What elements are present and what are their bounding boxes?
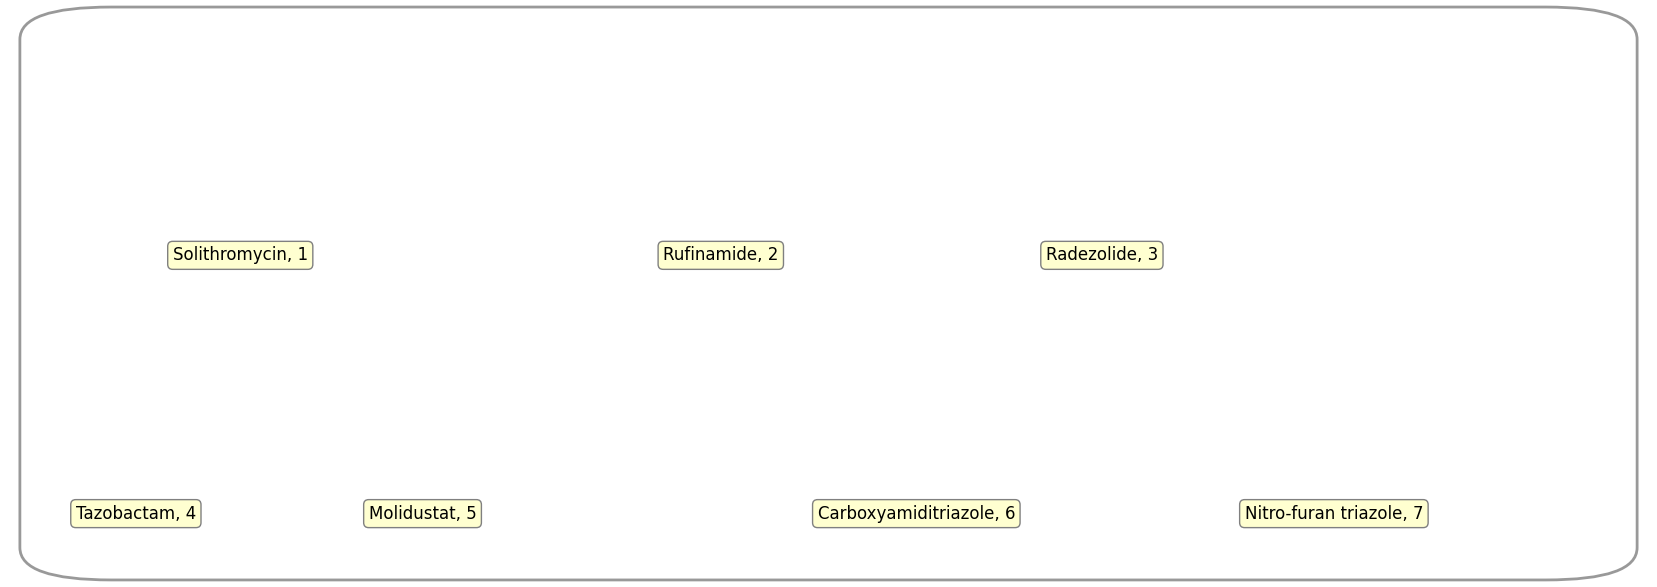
Text: Tazobactam, 4: Tazobactam, 4: [76, 505, 196, 522]
FancyBboxPatch shape: [20, 7, 1637, 580]
Text: Solithromycin, 1: Solithromycin, 1: [172, 247, 308, 264]
Text: Rufinamide, 2: Rufinamide, 2: [663, 247, 779, 264]
Text: Molidustat, 5: Molidustat, 5: [368, 505, 477, 522]
Text: Nitro-furan triazole, 7: Nitro-furan triazole, 7: [1244, 505, 1423, 522]
Text: Radezolide, 3: Radezolide, 3: [1046, 247, 1158, 264]
Text: Carboxyamiditriazole, 6: Carboxyamiditriazole, 6: [817, 505, 1016, 522]
